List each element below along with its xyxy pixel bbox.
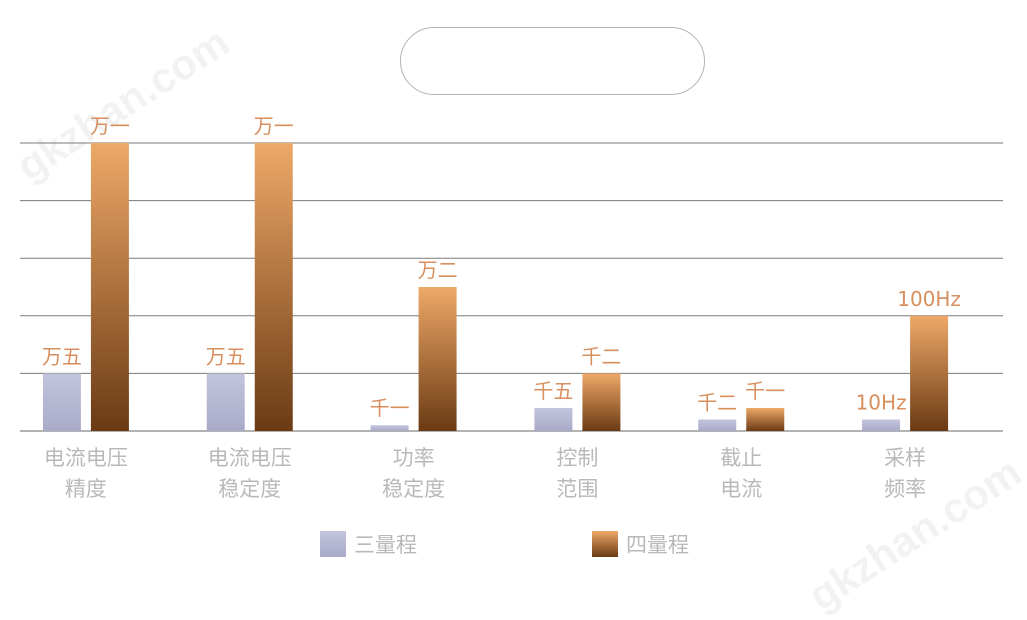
data-label-series-1-category-4: 千五 (533, 379, 573, 403)
legend-swatch-series-2 (592, 531, 618, 557)
category-label-5-line-1: 截止 (720, 446, 762, 470)
data-label-series-1-category-2: 万五 (206, 344, 246, 368)
category-label-4-line-1: 控制 (556, 446, 598, 470)
bar-series-1-category-3[interactable] (370, 425, 409, 431)
data-label-series-2-category-1: 万一 (90, 114, 130, 138)
bar-series-1-category-1[interactable] (42, 373, 81, 431)
bar-series-2-category-4[interactable] (582, 373, 621, 431)
bar-series-2-category-6[interactable] (910, 315, 949, 431)
legend-item-series-2[interactable]: 四量程 (592, 529, 689, 559)
legend-label-series-1: 三量程 (354, 533, 417, 557)
gridlines (20, 142, 1003, 432)
legend-item-series-1[interactable]: 三量程 (320, 529, 417, 559)
data-label-series-2-category-4: 千二 (581, 344, 621, 368)
chart-title-box (400, 27, 705, 95)
bar-series-2-category-3[interactable] (418, 287, 457, 431)
data-label-series-1-category-1: 万五 (42, 344, 82, 368)
category-label-2-line-1: 电流电压 (208, 446, 292, 470)
data-label-series-2-category-2: 万一 (254, 114, 294, 138)
bar-series-2-category-5[interactable] (746, 407, 785, 431)
category-label-3-line-2: 稳定度 (382, 477, 445, 501)
data-label-series-1-category-3: 千一 (370, 396, 410, 420)
category-label-4-line-2: 范围 (556, 477, 598, 501)
bar-series-1-category-4[interactable] (534, 407, 573, 431)
data-label-series-2-category-5: 千一 (745, 379, 785, 403)
legend-label-series-2: 四量程 (626, 533, 689, 557)
bar-series-1-category-5[interactable] (698, 419, 737, 431)
category-label-6-line-2: 频率 (884, 477, 926, 501)
bar-series-1-category-2[interactable] (206, 373, 245, 431)
category-label-1-line-1: 电流电压 (44, 446, 128, 470)
data-label-series-1-category-6: 10Hz (856, 390, 907, 414)
bar-series-1-category-6[interactable] (862, 419, 901, 431)
data-label-series-2-category-6: 100Hz (897, 287, 961, 311)
bars (42, 143, 949, 431)
bar-series-2-category-1[interactable] (90, 143, 129, 431)
legend-swatch-series-1 (320, 531, 346, 557)
data-label-series-1-category-5: 千二 (697, 390, 737, 414)
category-label-5-line-2: 电流 (720, 477, 762, 501)
category-label-3-line-1: 功率 (393, 446, 435, 470)
category-label-1-line-2: 精度 (65, 477, 107, 501)
bar-series-2-category-2[interactable] (254, 143, 293, 431)
category-label-6-line-1: 采样 (884, 446, 926, 470)
category-label-2-line-2: 稳定度 (218, 477, 281, 501)
data-label-series-2-category-3: 万二 (418, 258, 458, 282)
legend: 三量程 四量程 (0, 529, 1027, 559)
